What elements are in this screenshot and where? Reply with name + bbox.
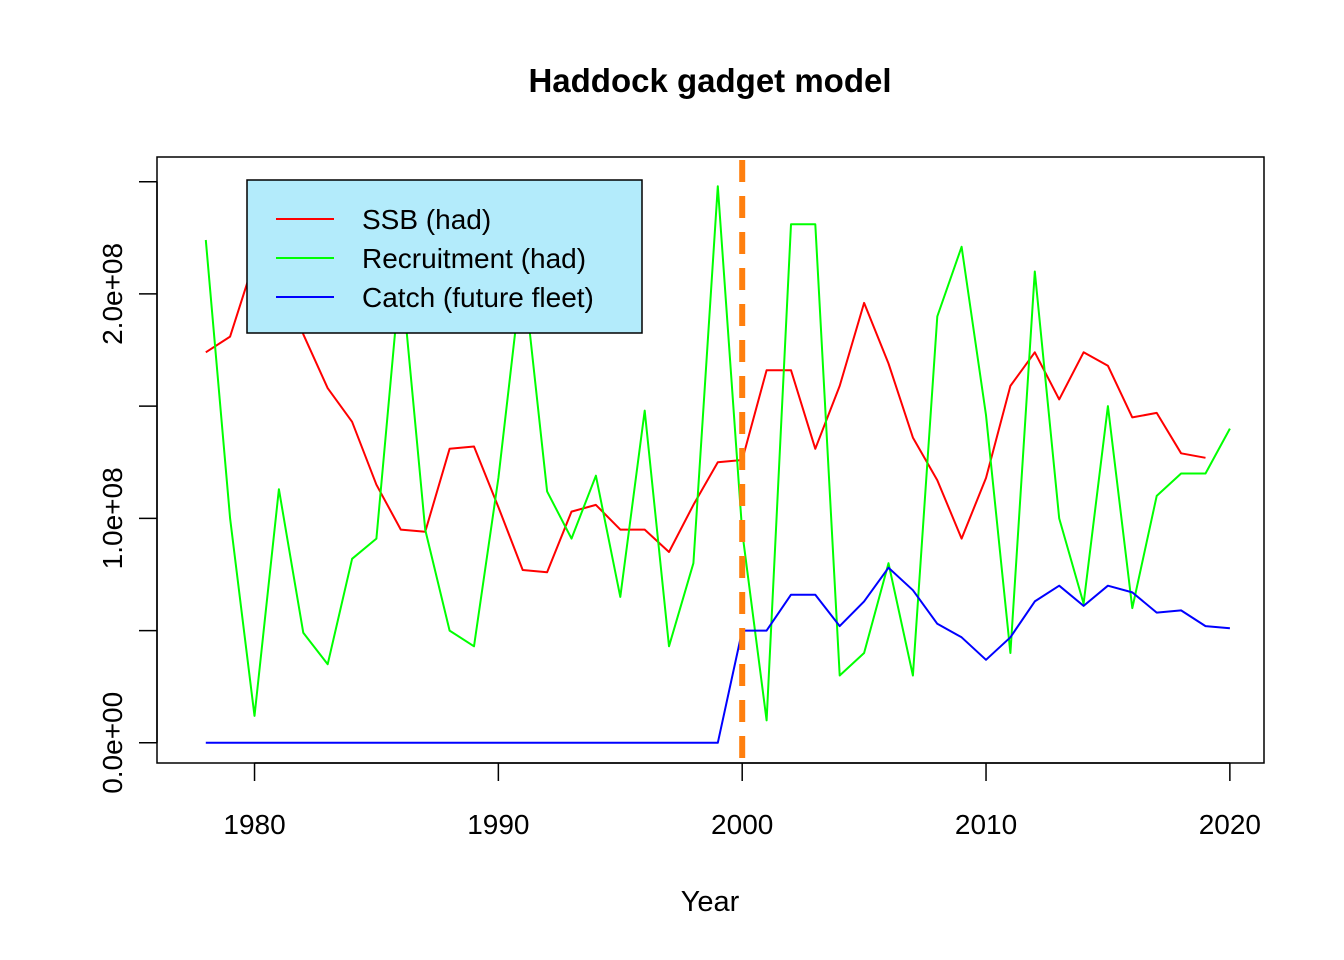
legend-label-recruitment-had: Recruitment (had) [362,243,586,274]
series-line-ssb-had [205,252,1206,574]
legend: SSB (had) Recruitment (had) Catch (future … [246,179,643,334]
series-line-recruitment-had [204,185,1231,722]
chart-title: Haddock gadget model [528,62,891,99]
series-line-catch-future-fleet [205,566,1230,744]
legend-label-ssb-had: SSB (had) [362,204,491,235]
legend-box [246,179,643,334]
x-axis: 1980 1990 2000 2010 2020 [223,762,1261,840]
x-tick-label-1990: 1990 [467,809,529,840]
x-tick-label-1980: 1980 [223,809,285,840]
x-tick-label-2020: 2020 [1199,809,1261,840]
y-axis: 0.0e+00 1.0e+08 2.0e+08 [97,180,158,794]
plot-lines [204,160,1231,763]
x-tick-label-2010: 2010 [955,809,1017,840]
y-tick-label-0: 0.0e+00 [97,692,128,794]
x-axis-label: Year [681,886,740,918]
y-tick-label-4: 2.0e+08 [97,243,128,345]
x-tick-label-2000: 2000 [711,809,773,840]
legend-label-catch-future-fleet: Catch (future fleet) [362,282,594,313]
y-tick-label-2: 1.0e+08 [97,467,128,569]
